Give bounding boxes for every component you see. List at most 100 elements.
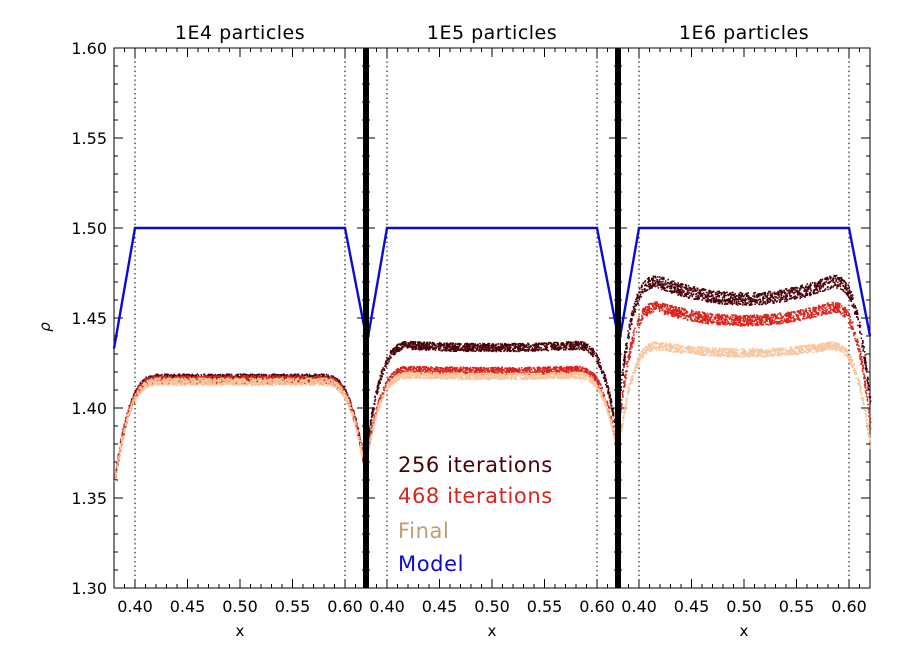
data-point bbox=[264, 377, 266, 379]
data-point bbox=[156, 384, 159, 387]
data-point bbox=[455, 346, 458, 348]
data-point bbox=[244, 379, 246, 382]
data-point bbox=[265, 377, 267, 380]
data-point bbox=[168, 377, 171, 380]
data-point bbox=[239, 379, 241, 381]
data-point bbox=[128, 405, 131, 407]
data-point bbox=[393, 353, 395, 356]
data-point bbox=[264, 379, 266, 381]
data-point bbox=[493, 347, 495, 349]
data-point bbox=[120, 440, 122, 442]
data-point bbox=[384, 365, 386, 367]
data-point bbox=[132, 401, 134, 403]
data-point bbox=[358, 438, 360, 440]
data-point bbox=[121, 441, 124, 443]
data-point bbox=[274, 382, 277, 385]
data-point bbox=[279, 378, 281, 380]
data-point bbox=[164, 379, 167, 382]
data-point bbox=[120, 447, 122, 450]
data-point bbox=[223, 378, 226, 380]
data-point bbox=[290, 378, 292, 380]
data-point bbox=[121, 438, 123, 440]
data-point bbox=[115, 471, 117, 473]
data-point bbox=[179, 384, 181, 386]
data-point bbox=[186, 378, 189, 381]
data-point bbox=[481, 345, 484, 348]
data-point bbox=[156, 383, 158, 385]
data-point bbox=[227, 375, 230, 378]
x-tick-label: 0.50 bbox=[474, 597, 510, 616]
data-point bbox=[301, 378, 303, 381]
data-point bbox=[357, 428, 359, 431]
data-point bbox=[306, 378, 308, 381]
data-point bbox=[210, 373, 213, 376]
data-point bbox=[133, 393, 135, 396]
data-point bbox=[355, 418, 357, 420]
data-point bbox=[272, 376, 275, 379]
data-point bbox=[285, 383, 288, 385]
data-point bbox=[178, 373, 181, 376]
data-point bbox=[223, 379, 226, 381]
data-point bbox=[161, 378, 163, 380]
data-point bbox=[125, 417, 127, 419]
data-point bbox=[360, 453, 363, 456]
data-point bbox=[334, 378, 337, 381]
data-point bbox=[265, 380, 268, 382]
data-point bbox=[217, 382, 220, 384]
data-point bbox=[243, 380, 245, 383]
data-point bbox=[519, 345, 522, 348]
data-point bbox=[130, 402, 132, 405]
data-point bbox=[566, 343, 569, 345]
data-point bbox=[241, 381, 244, 383]
data-point bbox=[295, 382, 298, 384]
data-point bbox=[352, 418, 355, 421]
data-point bbox=[244, 382, 247, 385]
data-point bbox=[159, 380, 162, 383]
data-point bbox=[429, 346, 431, 349]
data-point bbox=[311, 381, 314, 384]
data-point bbox=[204, 375, 207, 378]
data-point bbox=[474, 350, 477, 352]
data-point bbox=[307, 379, 309, 382]
data-point bbox=[554, 341, 557, 344]
data-point bbox=[172, 382, 174, 384]
data-point bbox=[240, 378, 243, 380]
data-point bbox=[346, 392, 348, 394]
data-point bbox=[254, 376, 256, 378]
data-point bbox=[181, 382, 184, 385]
data-point bbox=[256, 377, 258, 380]
data-point bbox=[298, 383, 300, 386]
data-point bbox=[252, 380, 254, 382]
data-point bbox=[226, 374, 228, 377]
data-point bbox=[335, 381, 338, 384]
data-point bbox=[140, 391, 142, 394]
data-point bbox=[356, 429, 359, 432]
data-point bbox=[271, 377, 274, 379]
data-point bbox=[577, 341, 579, 343]
data-point bbox=[586, 349, 589, 351]
data-point bbox=[207, 377, 209, 380]
data-point bbox=[142, 387, 145, 389]
data-point bbox=[305, 381, 308, 383]
data-point bbox=[255, 374, 258, 376]
data-point bbox=[147, 377, 150, 379]
data-point bbox=[512, 344, 514, 347]
data-point bbox=[194, 383, 196, 385]
data-point bbox=[299, 384, 301, 386]
data-point bbox=[322, 380, 325, 382]
data-point bbox=[137, 392, 140, 394]
data-point bbox=[182, 379, 184, 381]
data-point bbox=[346, 399, 349, 401]
data-point bbox=[323, 377, 326, 380]
data-point bbox=[229, 382, 232, 385]
data-point bbox=[239, 373, 241, 375]
data-point bbox=[334, 385, 336, 387]
data-point bbox=[139, 392, 141, 395]
data-point bbox=[224, 378, 227, 381]
data-point bbox=[303, 382, 306, 385]
data-point bbox=[574, 344, 577, 346]
data-point bbox=[199, 382, 201, 385]
data-point bbox=[194, 376, 196, 379]
data-point bbox=[167, 379, 170, 382]
data-point bbox=[272, 379, 274, 381]
